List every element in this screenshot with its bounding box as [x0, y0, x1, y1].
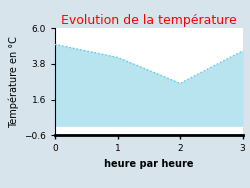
Title: Evolution de la température: Evolution de la température	[61, 14, 236, 27]
Y-axis label: Température en °C: Température en °C	[8, 36, 18, 128]
X-axis label: heure par heure: heure par heure	[104, 159, 194, 169]
